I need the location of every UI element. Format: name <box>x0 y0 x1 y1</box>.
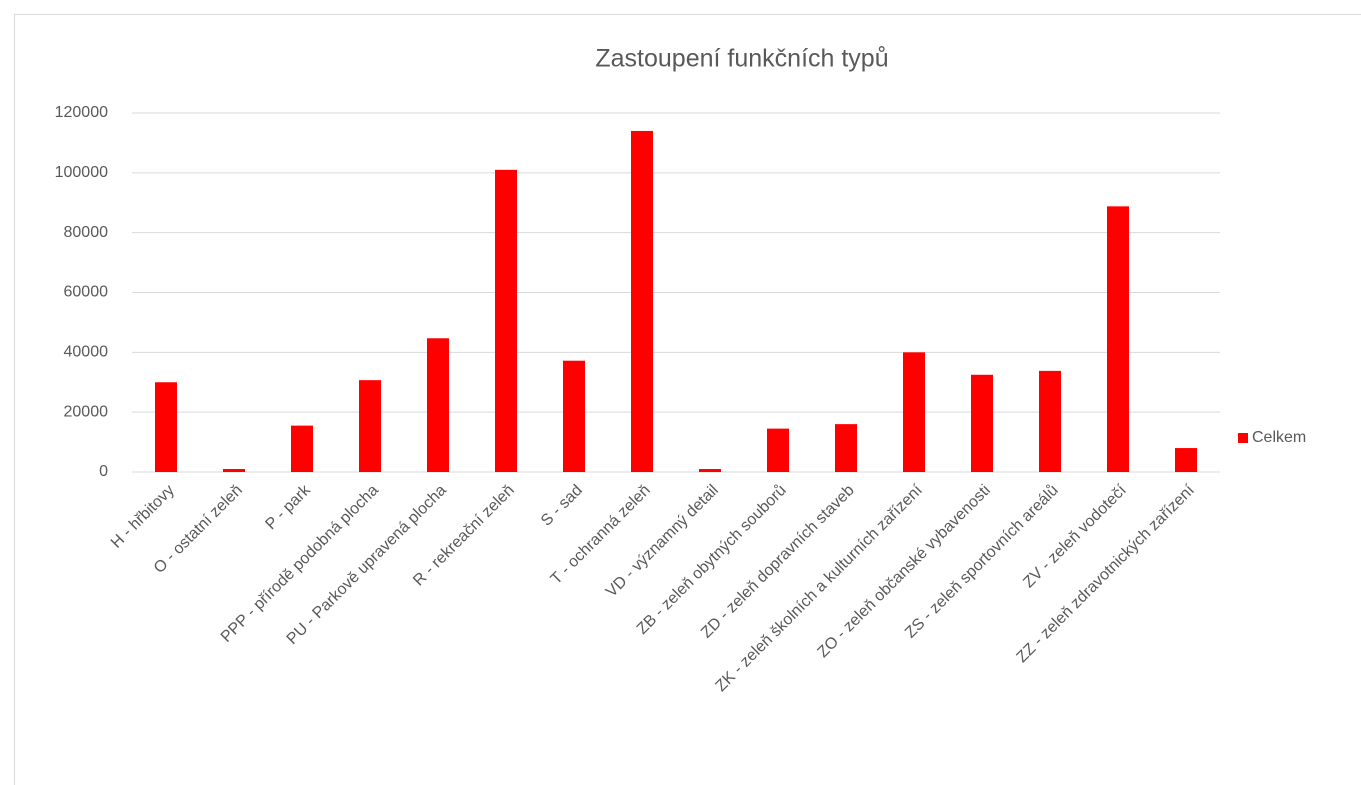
bar <box>631 130 653 472</box>
bar <box>971 374 993 472</box>
bar <box>1107 206 1129 472</box>
bar <box>1039 370 1061 472</box>
bar <box>563 360 585 472</box>
y-tick-label: 60000 <box>64 284 109 301</box>
chart-border <box>14 14 1361 785</box>
bar <box>903 352 925 472</box>
bar <box>835 424 857 472</box>
bar <box>359 380 381 472</box>
chart-title: Zastoupení funkčních typů <box>595 45 888 73</box>
y-tick-label: 40000 <box>64 344 109 361</box>
legend-swatch <box>1238 433 1248 443</box>
bar <box>699 469 721 472</box>
bar <box>291 425 313 472</box>
bar <box>427 338 449 472</box>
y-tick-label: 100000 <box>55 164 108 181</box>
bar <box>223 469 245 472</box>
y-tick-label: 120000 <box>55 104 108 121</box>
bar <box>495 169 517 472</box>
y-tick-label: 20000 <box>64 403 109 420</box>
bar <box>155 382 177 472</box>
legend-label: Celkem <box>1252 429 1306 446</box>
bar <box>767 428 789 472</box>
y-tick-label: 80000 <box>64 224 109 241</box>
bar <box>1175 448 1197 472</box>
y-tick-label: 0 <box>99 463 108 480</box>
